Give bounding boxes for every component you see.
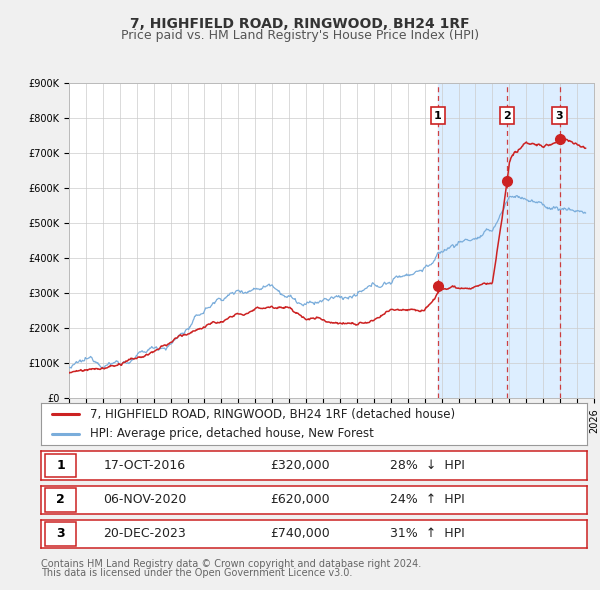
Text: 1: 1 <box>56 459 65 472</box>
HPI: Average price, detached house, New Forest: (2.02e+03, 5.57e+05): Average price, detached house, New Fores… <box>532 199 539 206</box>
Text: £320,000: £320,000 <box>270 459 330 472</box>
Text: This data is licensed under the Open Government Licence v3.0.: This data is licensed under the Open Gov… <box>41 568 352 578</box>
7, HIGHFIELD ROAD, RINGWOOD, BH24 1RF (detached house) <box>582 145 589 152</box>
Bar <box>507 83 560 398</box>
7, HIGHFIELD ROAD, RINGWOOD, BH24 1RF (detached house) <box>557 135 564 142</box>
Text: 24%  ↑  HPI: 24% ↑ HPI <box>390 493 465 506</box>
7, HIGHFIELD ROAD, RINGWOOD, BH24 1RF (detached house) <box>211 319 218 326</box>
Text: 31%  ↑  HPI: 31% ↑ HPI <box>390 527 465 540</box>
Text: 3: 3 <box>556 111 563 121</box>
Text: 06-NOV-2020: 06-NOV-2020 <box>104 493 187 506</box>
HPI: Average price, detached house, New Forest: (2.02e+03, 5.78e+05): Average price, detached house, New Fores… <box>513 192 520 199</box>
HPI: Average price, detached house, New Forest: (2.02e+03, 4.51e+05): Average price, detached house, New Fores… <box>468 237 475 244</box>
Text: 3: 3 <box>56 527 65 540</box>
HPI: Average price, detached house, New Forest: (2.03e+03, 5.28e+05): Average price, detached house, New Fores… <box>582 209 589 217</box>
Text: £740,000: £740,000 <box>270 527 330 540</box>
7, HIGHFIELD ROAD, RINGWOOD, BH24 1RF (detached house) <box>404 306 412 313</box>
Bar <box>438 83 507 398</box>
Text: £620,000: £620,000 <box>270 493 330 506</box>
7, HIGHFIELD ROAD, RINGWOOD, BH24 1RF (detached house) <box>531 141 538 148</box>
Text: Contains HM Land Registry data © Crown copyright and database right 2024.: Contains HM Land Registry data © Crown c… <box>41 559 421 569</box>
FancyBboxPatch shape <box>44 454 76 477</box>
7, HIGHFIELD ROAD, RINGWOOD, BH24 1RF (detached house) <box>65 369 73 376</box>
Text: HPI: Average price, detached house, New Forest: HPI: Average price, detached house, New … <box>90 428 374 441</box>
Line: 7, HIGHFIELD ROAD, RINGWOOD, BH24 1RF (detached house): 7, HIGHFIELD ROAD, RINGWOOD, BH24 1RF (d… <box>69 138 586 373</box>
Text: Price paid vs. HM Land Registry's House Price Index (HPI): Price paid vs. HM Land Registry's House … <box>121 30 479 42</box>
HPI: Average price, detached house, New Forest: (2.02e+03, 3.53e+05): Average price, detached house, New Fores… <box>406 271 413 278</box>
FancyBboxPatch shape <box>44 522 76 546</box>
Text: 2: 2 <box>56 493 65 506</box>
Text: 7, HIGHFIELD ROAD, RINGWOOD, BH24 1RF (detached house): 7, HIGHFIELD ROAD, RINGWOOD, BH24 1RF (d… <box>90 408 455 421</box>
Text: 20-DEC-2023: 20-DEC-2023 <box>104 527 187 540</box>
7, HIGHFIELD ROAD, RINGWOOD, BH24 1RF (detached house) <box>229 313 236 320</box>
Text: 28%  ↓  HPI: 28% ↓ HPI <box>390 459 465 472</box>
HPI: Average price, detached house, New Forest: (2e+03, 2.38e+05): Average price, detached house, New Fores… <box>193 312 200 319</box>
Line: HPI: Average price, detached house, New Forest: HPI: Average price, detached house, New … <box>69 196 586 368</box>
Text: 7, HIGHFIELD ROAD, RINGWOOD, BH24 1RF: 7, HIGHFIELD ROAD, RINGWOOD, BH24 1RF <box>130 17 470 31</box>
HPI: Average price, detached house, New Forest: (2e+03, 3e+05): Average price, detached house, New Fores… <box>229 290 236 297</box>
Text: 2: 2 <box>503 111 511 121</box>
7, HIGHFIELD ROAD, RINGWOOD, BH24 1RF (detached house) <box>467 286 475 293</box>
Text: 17-OCT-2016: 17-OCT-2016 <box>104 459 186 472</box>
HPI: Average price, detached house, New Forest: (2e+03, 8.7e+04): Average price, detached house, New Fores… <box>65 364 73 371</box>
7, HIGHFIELD ROAD, RINGWOOD, BH24 1RF (detached house) <box>192 327 199 335</box>
Text: 1: 1 <box>434 111 442 121</box>
HPI: Average price, detached house, New Forest: (2e+03, 2.75e+05): Average price, detached house, New Fores… <box>212 299 219 306</box>
HPI: Average price, detached house, New Forest: (2e+03, 8.62e+04): Average price, detached house, New Fores… <box>68 365 75 372</box>
FancyBboxPatch shape <box>44 488 76 512</box>
Bar <box>560 83 594 398</box>
